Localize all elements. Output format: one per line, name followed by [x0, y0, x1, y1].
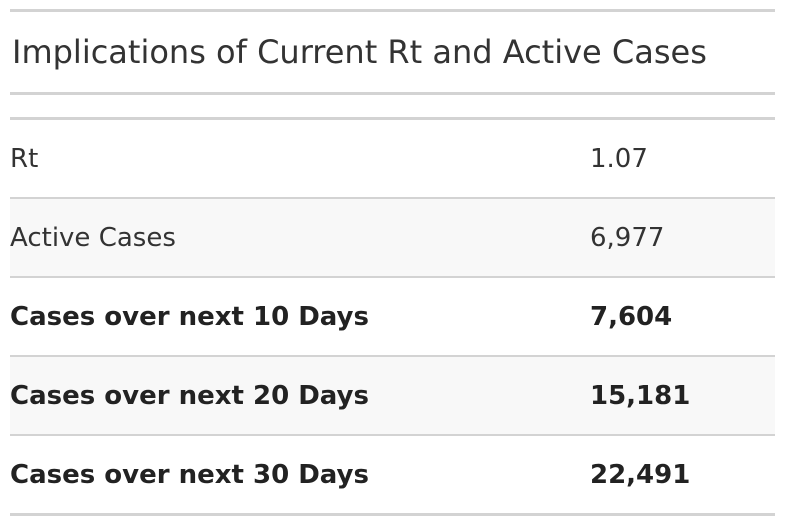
row-label: Active Cases: [10, 198, 590, 278]
table-row: Active Cases 6,977: [10, 198, 775, 278]
row-value: 1.07: [590, 120, 775, 199]
top-rule: [10, 9, 775, 12]
table-row: Cases over next 10 Days 7,604: [10, 277, 775, 357]
header-rule: [10, 117, 775, 120]
row-value: 22,491: [590, 435, 775, 516]
summary-table-card: Implications of Current Rt and Active Ca…: [10, 9, 775, 516]
table-row: Rt 1.07: [10, 120, 775, 199]
row-label: Cases over next 20 Days: [10, 356, 590, 436]
row-value: 6,977: [590, 198, 775, 278]
row-value: 15,181: [590, 356, 775, 436]
row-label: Cases over next 10 Days: [10, 277, 590, 357]
table-row: Cases over next 20 Days 15,181: [10, 356, 775, 436]
summary-table: Rt 1.07 Active Cases 6,977 Cases over ne…: [10, 120, 775, 516]
header-gap: [10, 95, 775, 117]
row-value: 7,604: [590, 277, 775, 357]
table-title: Implications of Current Rt and Active Ca…: [12, 33, 707, 71]
table-row: Cases over next 30 Days 22,491: [10, 435, 775, 516]
title-rule: [10, 92, 775, 95]
row-label: Cases over next 30 Days: [10, 435, 590, 516]
row-label: Rt: [10, 120, 590, 199]
